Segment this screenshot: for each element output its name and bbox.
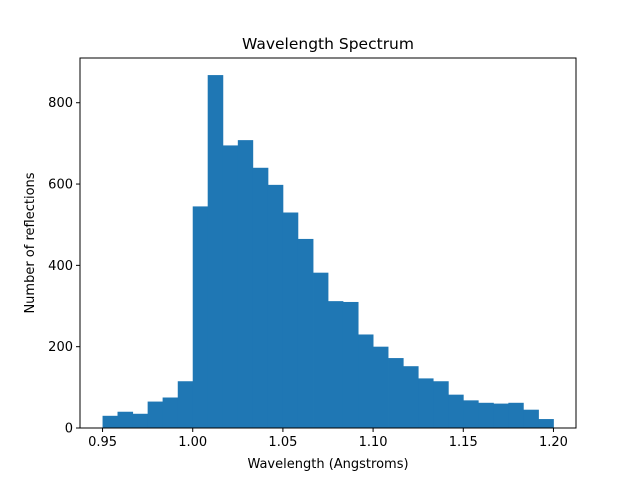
histogram-bar [523,409,539,428]
histogram-bars [102,75,554,429]
histogram-bar [508,402,524,428]
histogram-bar [117,411,134,428]
histogram-bar [313,272,329,428]
x-tick-label: 1.00 [178,435,207,450]
histogram-bar [237,140,254,428]
histogram-bar [147,401,164,428]
x-axis-label: Wavelength (Angstroms) [247,457,408,472]
y-tick-label: 200 [48,340,73,355]
histogram-bar [358,334,374,428]
x-axis: 0.95 1.00 1.05 1.10 1.15 1.20 [88,428,568,450]
histogram-bar [448,394,464,428]
histogram-bar [342,301,359,428]
histogram-bar [493,403,509,428]
y-tick-label: 600 [48,178,73,193]
y-tick-label: 0 [65,422,73,437]
histogram-bar [102,415,118,428]
chart-title: Wavelength Spectrum [242,35,414,53]
x-tick-label: 1.15 [449,435,478,450]
histogram-bar [222,145,239,429]
histogram-bar [267,184,284,428]
plot-frame [79,57,577,429]
histogram-bar [433,381,449,428]
y-tick-label: 400 [48,259,73,274]
histogram-bar [282,212,299,428]
histogram-bar [538,419,554,428]
histogram-bar [418,378,434,428]
y-tick-label: 800 [48,96,73,111]
histogram-bar [328,301,344,428]
x-tick-label: 1.20 [539,435,568,450]
histogram-bar [252,167,269,428]
x-tick-label: 1.05 [268,435,297,450]
histogram-bar [192,206,209,428]
histogram-bar [177,381,194,428]
x-tick-label: 1.10 [359,435,388,450]
histogram-bar [463,400,479,428]
histogram-bar [162,397,179,428]
histogram-bar [207,75,224,428]
histogram-bar [478,402,494,428]
histogram-bar [373,346,389,428]
x-tick-label: 0.95 [88,435,117,450]
y-axis-label: Number of reflections [23,172,38,313]
histogram-bar [297,238,314,428]
histogram-bar [403,366,419,428]
histogram-bar [132,413,149,428]
y-axis: 0 200 400 600 800 [48,96,80,437]
histogram-bar [388,358,404,428]
